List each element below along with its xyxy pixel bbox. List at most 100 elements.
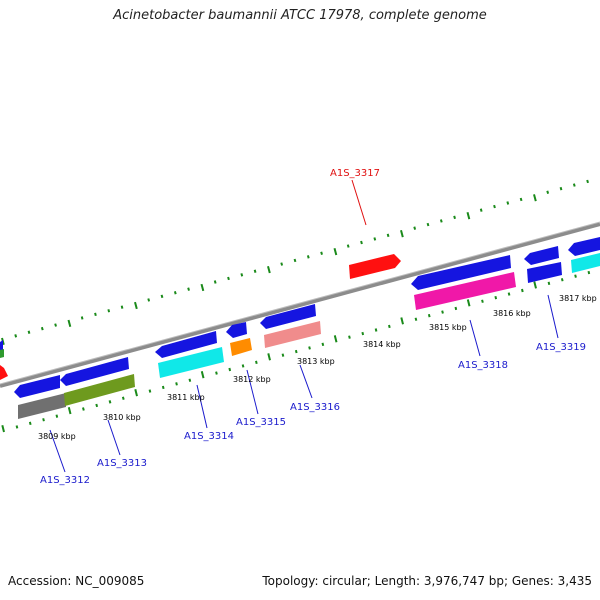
minor-tick [14, 334, 18, 338]
minor-tick [454, 306, 458, 311]
kbp-label: 3810 kbp [103, 413, 141, 422]
minor-tick [360, 240, 363, 245]
minor-tick [28, 421, 32, 426]
map-title: Acinetobacter baumannii ATCC 17978, comp… [113, 8, 487, 23]
leader-line-red [351, 179, 367, 226]
minor-tick [414, 317, 418, 321]
minor-tick [55, 414, 59, 418]
gene-feature[interactable] [14, 375, 60, 398]
minor-tick [27, 330, 31, 334]
gene-label[interactable]: A1S_3314 [184, 431, 234, 442]
gene-label[interactable]: A1S_3316 [290, 402, 340, 413]
leader-line [107, 419, 121, 456]
gene-feature[interactable] [230, 338, 252, 356]
inner-tick-ring [1, 270, 591, 433]
minor-tick [107, 309, 111, 313]
gene-feature[interactable] [414, 272, 516, 310]
minor-tick [587, 270, 591, 275]
minor-tick [293, 258, 297, 263]
minor-tick [346, 244, 350, 248]
major-tick [533, 194, 537, 202]
minor-tick [441, 310, 444, 314]
minor-tick [321, 342, 325, 347]
minor-tick [255, 360, 258, 365]
minor-tick [320, 251, 323, 255]
minor-tick [227, 276, 230, 281]
gene-feature[interactable] [524, 246, 559, 265]
gene-feature[interactable] [0, 349, 4, 358]
minor-tick [546, 190, 550, 194]
accession-text: Accession: NC_009085 [8, 574, 145, 588]
minor-tick [15, 425, 19, 429]
kbp-label: 3809 kbp [38, 432, 76, 441]
leader-line [547, 294, 559, 339]
gene-label[interactable]: A1S_3318 [458, 360, 508, 371]
minor-tick [306, 255, 310, 259]
minor-tick [308, 346, 311, 350]
minor-tick [439, 219, 443, 223]
major-tick [1, 424, 5, 433]
minor-tick [120, 305, 124, 309]
label-leaders [49, 294, 559, 473]
minor-tick [228, 367, 232, 372]
minor-tick [121, 396, 125, 400]
gene-feature[interactable] [18, 393, 66, 419]
minor-tick [54, 323, 57, 327]
minor-tick [148, 389, 152, 393]
major-tick [67, 319, 72, 328]
minor-tick [559, 186, 563, 191]
minor-tick [108, 400, 112, 404]
minor-tick [572, 183, 576, 187]
minor-tick [240, 273, 244, 277]
kbp-label: 3816 kbp [493, 309, 531, 318]
gene-feature[interactable] [155, 331, 217, 358]
minor-tick [547, 281, 551, 286]
gene-feature[interactable] [64, 374, 135, 406]
minor-tick [175, 382, 178, 386]
major-tick [466, 299, 471, 307]
major-tick [134, 389, 138, 397]
minor-tick [161, 385, 165, 390]
minor-tick [281, 353, 285, 357]
genome-backbone [0, 222, 600, 388]
leader-line [469, 319, 481, 357]
minor-tick [494, 295, 498, 300]
gene-feature[interactable] [0, 365, 8, 380]
minor-tick [388, 324, 391, 329]
minor-tick [361, 331, 365, 336]
gene-labels: A1S_3312 A1S_3313 A1S_3314 A1S_3315 A1S_… [40, 168, 586, 486]
gene-feature[interactable] [264, 321, 321, 348]
minor-tick [586, 179, 589, 184]
gene-label[interactable]: A1S_3317 [330, 168, 380, 179]
minor-tick [521, 288, 524, 293]
kbp-labels: 3809 kbp 3810 kbp 3811 kbp 3812 kbp 3813… [38, 294, 597, 441]
gene-label[interactable]: A1S_3315 [236, 417, 286, 428]
minor-tick [42, 418, 45, 422]
gene-feature[interactable] [568, 237, 600, 256]
genome-summary-text: Topology: circular; Length: 3,976,747 bp… [262, 574, 592, 588]
major-tick [400, 230, 404, 238]
minor-tick [479, 208, 483, 212]
gene-feature[interactable] [158, 347, 224, 378]
minor-tick [373, 237, 377, 241]
minor-tick [253, 269, 257, 273]
gene-feature[interactable] [527, 262, 562, 283]
gene-feature[interactable] [349, 254, 401, 279]
gene-feature[interactable] [60, 357, 129, 386]
gene-feature[interactable] [571, 253, 600, 273]
major-tick [200, 371, 205, 379]
minor-tick [386, 233, 390, 238]
minor-tick [560, 278, 564, 282]
minor-tick [40, 326, 44, 331]
gene-label[interactable]: A1S_3319 [536, 342, 586, 353]
minor-tick [519, 197, 523, 202]
minor-tick [280, 262, 284, 266]
gene-feature[interactable] [226, 322, 247, 338]
gene-feature[interactable] [411, 255, 511, 290]
gene-label[interactable]: A1S_3312 [40, 475, 90, 486]
kbp-label: 3812 kbp [233, 375, 271, 384]
minor-tick [213, 280, 217, 284]
gene-feature[interactable] [260, 304, 316, 329]
gene-label[interactable]: A1S_3313 [97, 458, 147, 469]
minor-tick [187, 287, 190, 291]
